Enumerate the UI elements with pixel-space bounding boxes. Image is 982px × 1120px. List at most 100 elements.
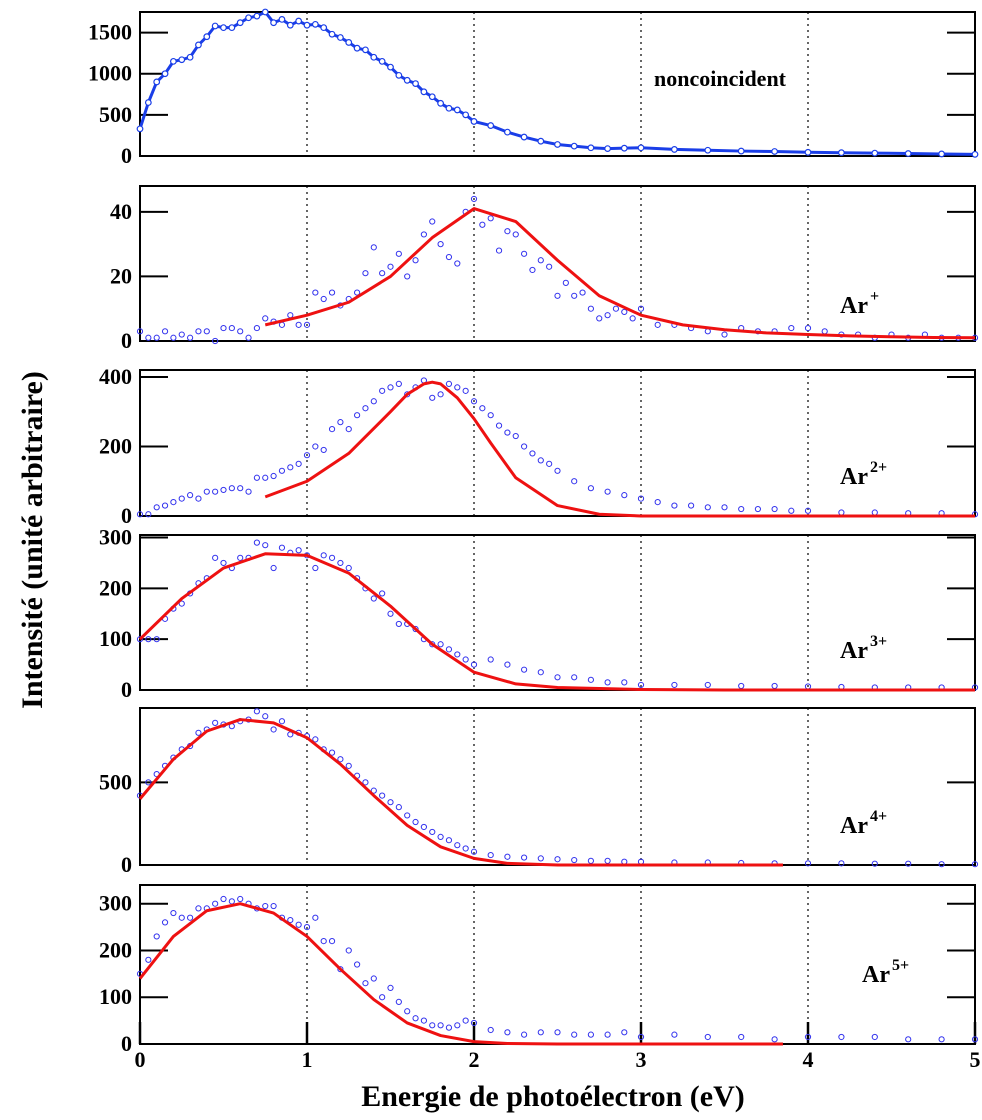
data-point xyxy=(871,860,878,867)
noncoincident-point xyxy=(938,150,945,158)
noncoincident-point xyxy=(737,147,745,155)
data-point xyxy=(804,1033,812,1041)
data-point xyxy=(145,334,152,341)
data-point xyxy=(905,860,912,867)
data-point xyxy=(278,467,286,474)
data-point xyxy=(738,1033,745,1041)
data-point xyxy=(704,504,711,511)
data-point xyxy=(462,1017,469,1024)
data-point xyxy=(203,488,210,495)
data-point xyxy=(212,488,219,495)
panel-0: 0 500 1000 1500 noncoincident xyxy=(88,8,979,168)
data-point xyxy=(521,443,528,450)
data-point xyxy=(212,719,219,726)
data-point xyxy=(220,324,227,332)
data-point xyxy=(704,328,711,335)
data-point xyxy=(454,260,461,267)
data-point xyxy=(379,387,386,394)
data-point xyxy=(479,221,486,228)
data-point xyxy=(345,762,352,769)
noncoincident-point xyxy=(520,133,528,141)
data-point xyxy=(237,895,244,903)
y-tick-label: 0 xyxy=(121,1031,132,1056)
data-point xyxy=(604,679,611,686)
data-point xyxy=(512,432,519,440)
data-point xyxy=(938,861,945,868)
data-point xyxy=(462,845,469,852)
data-point xyxy=(404,273,411,280)
data-point xyxy=(521,854,528,861)
data-point xyxy=(161,502,169,509)
data-point xyxy=(470,398,478,405)
noncoincident-point xyxy=(245,14,252,22)
noncoincident-point xyxy=(261,8,269,16)
data-point xyxy=(871,509,878,516)
y-tick-label: 100 xyxy=(99,984,132,1009)
data-point xyxy=(504,429,511,436)
data-point xyxy=(637,1033,645,1041)
data-point xyxy=(671,502,678,509)
data-point xyxy=(337,559,344,567)
data-point xyxy=(387,384,394,391)
data-point xyxy=(379,994,386,1001)
noncoincident-point xyxy=(487,122,495,129)
data-point xyxy=(971,861,979,868)
data-point xyxy=(345,564,352,572)
noncoincident-point xyxy=(253,12,261,20)
y-tick-label: 200 xyxy=(99,575,132,600)
fit-curve xyxy=(138,902,783,1046)
data-point xyxy=(337,419,344,426)
noncoincident-point xyxy=(537,137,545,145)
x-tick-label: 5 xyxy=(970,1047,981,1072)
data-point xyxy=(487,851,494,859)
data-point xyxy=(462,387,469,394)
data-point xyxy=(654,498,661,506)
fit-curve xyxy=(138,718,783,867)
y-tick-label: 1000 xyxy=(88,61,132,86)
data-point xyxy=(704,681,711,689)
data-point xyxy=(145,779,152,786)
data-point xyxy=(604,1031,611,1038)
data-point xyxy=(404,812,411,819)
data-point xyxy=(320,552,327,559)
data-point xyxy=(596,315,603,322)
fit-curve xyxy=(264,380,975,518)
data-point xyxy=(437,833,444,841)
panel-frame xyxy=(139,369,976,517)
noncoincident-point xyxy=(136,125,144,133)
noncoincident-point xyxy=(220,24,227,32)
noncoincident-point xyxy=(353,44,361,52)
data-point xyxy=(445,1024,453,1031)
data-point xyxy=(295,921,302,928)
data-point xyxy=(429,394,436,401)
data-point xyxy=(212,554,219,561)
data-point xyxy=(821,328,828,335)
noncoincident-point xyxy=(771,148,778,155)
data-point xyxy=(437,241,444,248)
data-point xyxy=(470,661,478,668)
data-point xyxy=(153,636,160,643)
noncoincident-point xyxy=(604,145,611,152)
data-point xyxy=(838,509,845,516)
data-point xyxy=(621,308,628,316)
data-point xyxy=(412,625,419,633)
y-tick-label: 0 xyxy=(121,852,132,877)
data-point xyxy=(420,231,427,238)
data-point xyxy=(262,474,269,481)
data-point xyxy=(320,938,327,945)
data-point xyxy=(312,914,319,921)
data-point xyxy=(771,1036,778,1043)
noncoincident-point xyxy=(278,16,286,23)
data-point xyxy=(788,507,795,514)
data-point xyxy=(187,492,194,499)
noncoincident-point xyxy=(228,24,236,32)
data-point xyxy=(354,961,361,968)
noncoincident-point xyxy=(453,106,461,114)
data-point xyxy=(212,337,219,345)
data-point xyxy=(203,328,210,335)
data-point xyxy=(621,492,628,499)
data-point xyxy=(161,919,169,926)
data-point xyxy=(454,384,461,391)
noncoincident-point xyxy=(328,30,336,38)
data-point xyxy=(629,315,636,322)
